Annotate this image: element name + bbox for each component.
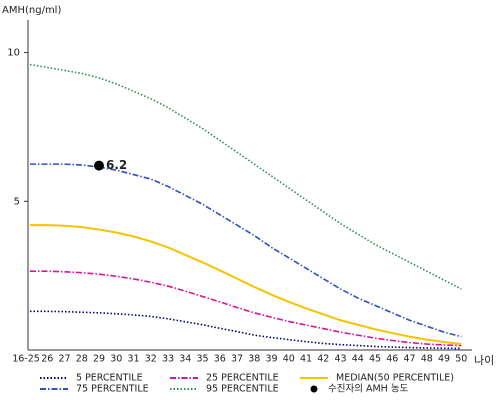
y-axis-label: AMH(ng/ml) <box>2 5 61 16</box>
x-tick-label: 30 <box>110 354 122 365</box>
data-label: 6.2 <box>106 158 127 172</box>
x-tick-label: 34 <box>179 354 191 365</box>
x-tick-label: 46 <box>386 354 398 365</box>
x-tick-label: 43 <box>334 354 346 365</box>
legend-label: 5 PERCENTILE <box>76 373 143 384</box>
x-tick-label: 37 <box>231 354 243 365</box>
series-line <box>30 224 462 346</box>
x-axis-label: 나이 <box>474 354 494 367</box>
y-tick-label: 10 <box>7 48 20 59</box>
legend-label: 수진자의 AMH 농도 <box>328 384 409 395</box>
x-tick-label: 38 <box>248 354 260 365</box>
legend-label: 95 PERCENTILE <box>206 384 279 395</box>
series-line <box>30 270 462 347</box>
x-tick-label: 39 <box>265 354 277 365</box>
x-tick-label: 41 <box>300 354 312 365</box>
x-tick-label: 33 <box>162 354 174 365</box>
x-tick-label: 48 <box>421 354 433 365</box>
x-tick-label: 16-25 <box>12 354 40 365</box>
series-line <box>29 63 462 290</box>
x-tick-label: 29 <box>93 354 105 365</box>
x-tick-label: 49 <box>438 354 450 365</box>
x-tick-label: 27 <box>58 354 70 365</box>
x-tick-label: 31 <box>127 354 139 365</box>
x-tick-label: 47 <box>403 354 415 365</box>
x-tick-label: 35 <box>196 354 208 365</box>
legend-label: MEDIAN(50 PERCENTILE) <box>336 373 454 384</box>
x-tick-label: 28 <box>76 354 88 365</box>
x-tick-label: 44 <box>352 354 364 365</box>
legend-label: 75 PERCENTILE <box>76 384 149 395</box>
x-tick-label: 26 <box>41 354 53 365</box>
data-point <box>94 160 104 171</box>
x-tick-label: 45 <box>369 354 381 365</box>
x-tick-label: 40 <box>283 354 295 365</box>
y-tick-label: 5 <box>14 196 20 207</box>
series-line <box>30 310 462 350</box>
x-tick-label: 36 <box>214 354 226 365</box>
x-tick-label: 32 <box>145 354 157 365</box>
legend-swatch <box>310 385 318 393</box>
legend-label: 25 PERCENTILE <box>206 373 279 384</box>
x-tick-label: 42 <box>317 354 329 365</box>
x-tick-label: 50 <box>455 354 467 365</box>
